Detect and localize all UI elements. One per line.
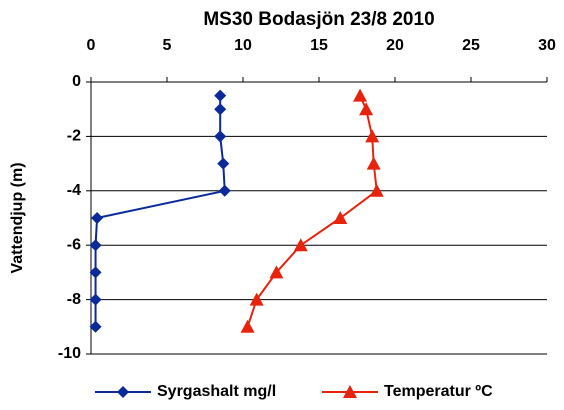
marker: [89, 239, 102, 252]
marker: [343, 385, 357, 398]
series-line: [94, 95, 226, 327]
marker: [218, 184, 231, 197]
y-tick-label: -6: [67, 236, 81, 253]
series-line: [246, 95, 378, 328]
x-tick-label: 10: [234, 37, 252, 54]
marker: [353, 88, 368, 102]
marker: [89, 266, 102, 279]
marker: [217, 157, 230, 170]
marker: [89, 320, 102, 333]
legend-label: Syrgashalt mg/l: [157, 383, 276, 400]
y-axis-label: Vattendjup (m): [9, 162, 26, 273]
marker: [214, 130, 227, 143]
x-tick-label: 30: [538, 37, 556, 54]
y-tick-label: -10: [58, 345, 81, 362]
marker: [214, 103, 227, 116]
marker: [369, 183, 384, 197]
marker: [214, 89, 227, 102]
marker: [117, 386, 129, 398]
chart-title: MS30 Bodasjön 23/8 2010: [203, 9, 434, 30]
legend-label: Temperatur ºC: [384, 383, 493, 400]
y-tick-label: -2: [67, 128, 81, 145]
marker: [91, 212, 104, 224]
x-tick-label: 15: [310, 37, 328, 54]
marker: [269, 265, 284, 279]
marker: [333, 211, 348, 224]
marker: [359, 102, 374, 116]
marker: [365, 129, 380, 143]
marker: [240, 319, 255, 333]
x-tick-label: 20: [386, 37, 404, 54]
marker: [89, 293, 102, 306]
marker: [366, 156, 381, 170]
x-tick-label: 25: [462, 37, 480, 54]
y-tick-label: 0: [72, 73, 81, 90]
marker: [249, 292, 264, 306]
y-tick-label: -4: [67, 182, 81, 199]
marker: [293, 238, 308, 252]
x-tick-label: 5: [163, 37, 172, 54]
x-tick-label: 0: [87, 37, 96, 54]
y-tick-label: -8: [67, 291, 81, 308]
